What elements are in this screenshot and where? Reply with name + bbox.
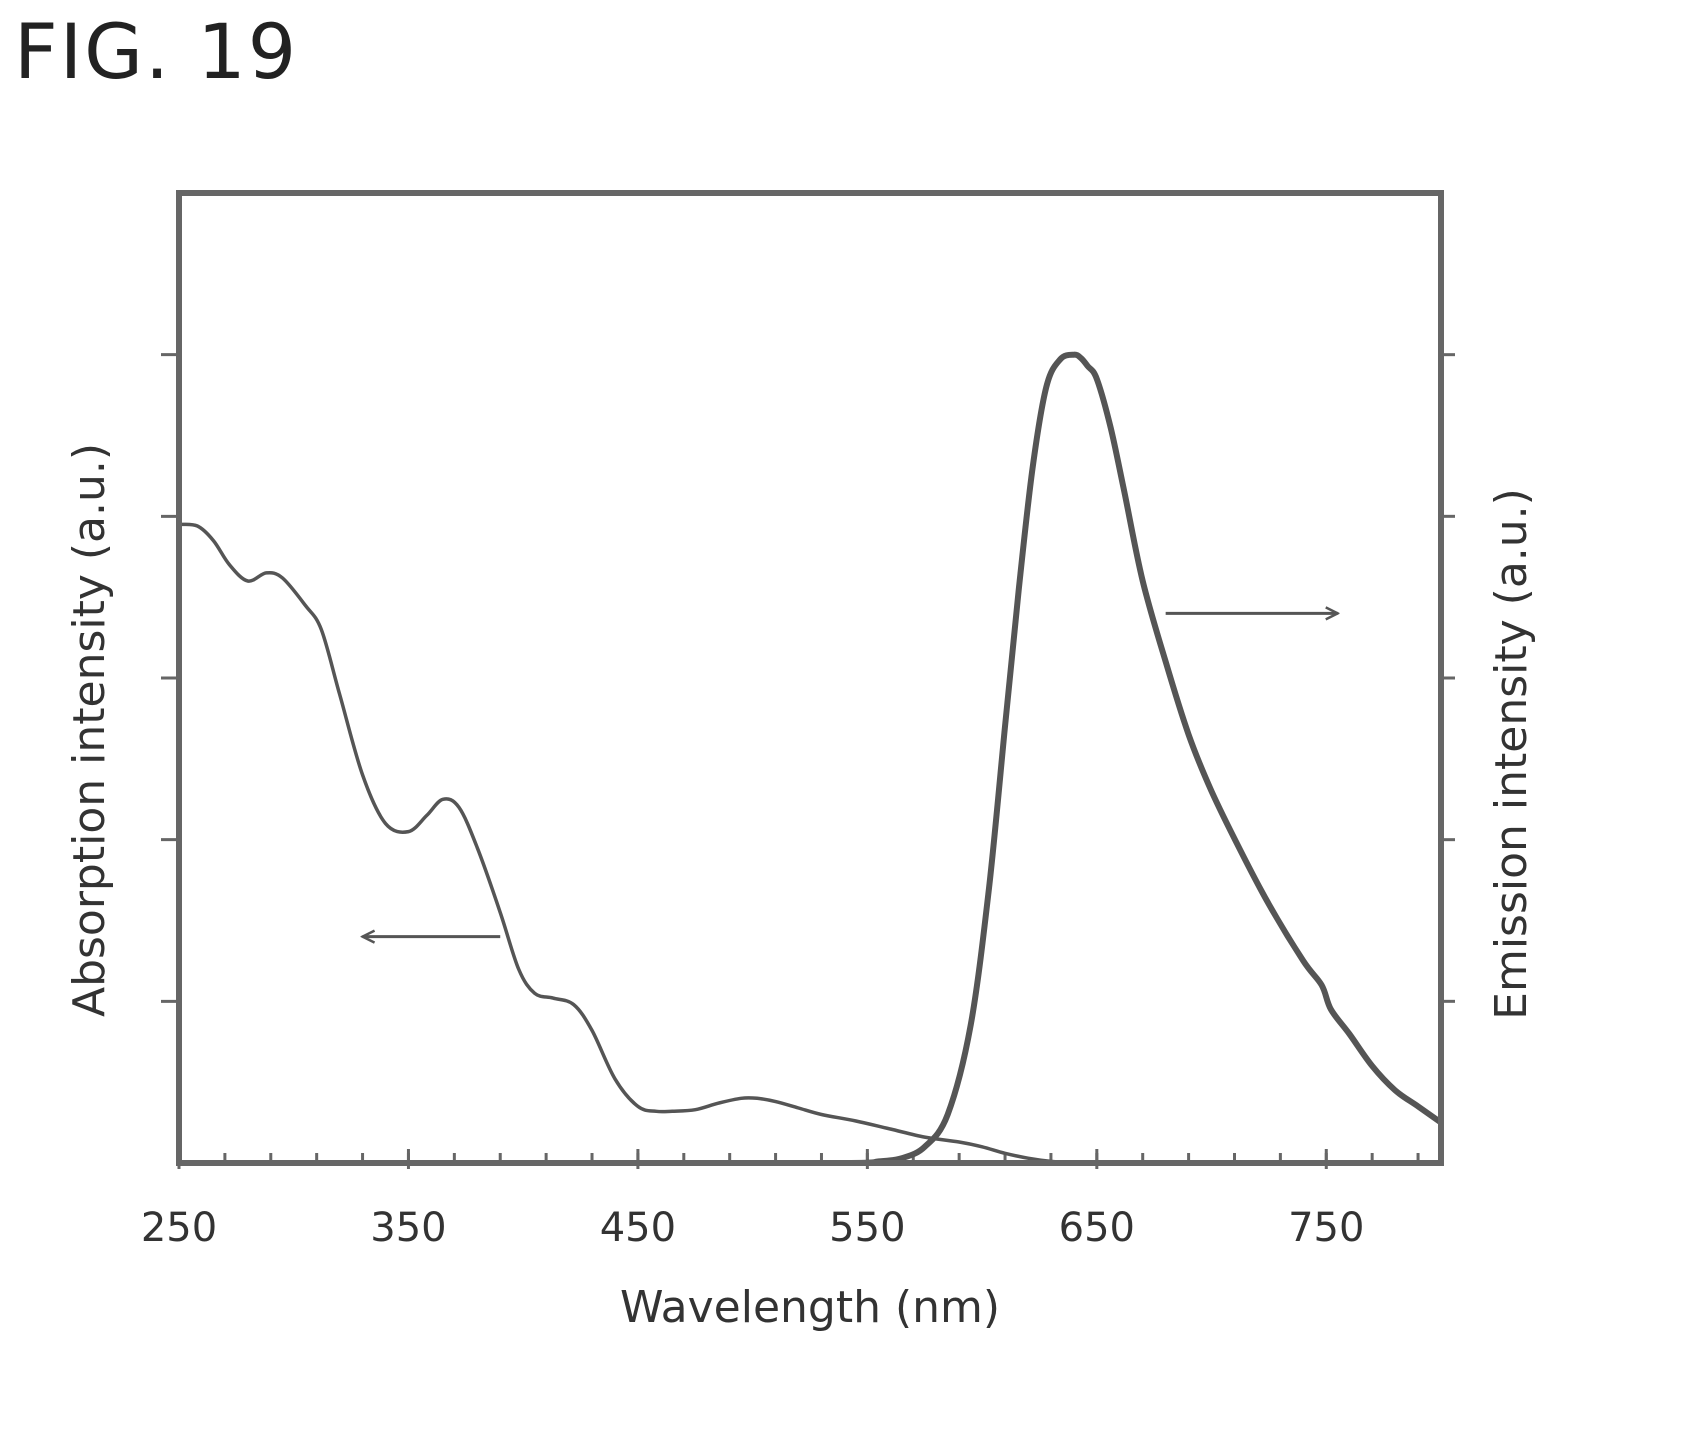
axis-ticks [161,353,1455,1169]
x-tick-label: 650 [1059,1205,1135,1251]
absorption-spectrum-line [177,522,1443,1165]
figure-label: FIG. 19 [14,7,299,96]
x-tick-label: 350 [370,1205,446,1251]
x-tick-label: 250 [141,1205,217,1251]
annotation-layer [363,613,1338,936]
x-axis-label: Wavelength (nm) [620,1282,1000,1333]
x-tick-label: 750 [1288,1205,1364,1251]
emission-spectrum-line [176,351,1444,1167]
plot-frame [176,190,1444,1166]
series-layer [176,351,1444,1167]
x-tick-labels: 250 350 450 550 650 750 [141,1205,1365,1251]
x-tick-label: 550 [829,1205,905,1251]
x-tick-label: 450 [600,1205,676,1251]
y-axis-right-label: Emission intensity (a.u.) [1486,488,1537,1020]
y-axis-left-label: Absorption intensity (a.u.) [64,443,115,1017]
